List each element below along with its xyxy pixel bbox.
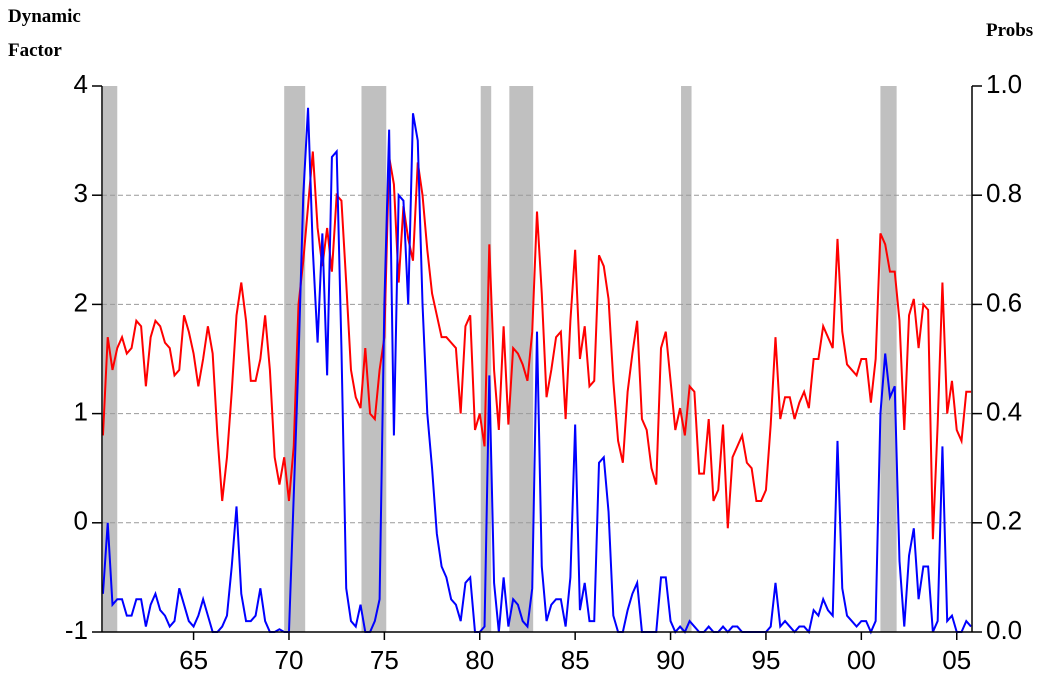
x-tick-label: 85 [561,645,590,675]
y-axis-label: Factor [8,40,62,61]
y-tick-label: -1 [65,615,88,645]
y2-axis-label: Probs [986,20,1033,41]
x-tick-label: 65 [179,645,208,675]
y2-tick-label: 0.0 [986,615,1022,645]
x-tick-label: 00 [847,645,876,675]
y-tick-label: 0 [74,506,88,536]
y-axis-label: Dynamic [8,6,81,27]
y2-tick-label: 0.6 [986,287,1022,317]
y-tick-label: 3 [74,178,88,208]
y-tick-label: 4 [74,69,88,99]
x-tick-label: 90 [656,645,685,675]
recession-band [681,86,692,632]
data-line [101,107,972,635]
y2-tick-label: 0.2 [986,506,1022,536]
y-tick-label: 2 [74,287,88,317]
y2-tick-label: 0.4 [986,396,1022,426]
x-tick-label: 75 [370,645,399,675]
y2-tick-label: 0.8 [986,178,1022,208]
x-tick-label: 80 [465,645,494,675]
x-tick-label: 95 [751,645,780,675]
data-line [101,151,972,540]
y-tick-label: 1 [74,396,88,426]
recession-band [880,86,897,632]
recession-band [284,86,306,632]
x-tick-label: 05 [942,645,971,675]
x-tick-label: 70 [275,645,304,675]
y2-tick-label: 1.0 [986,69,1022,99]
